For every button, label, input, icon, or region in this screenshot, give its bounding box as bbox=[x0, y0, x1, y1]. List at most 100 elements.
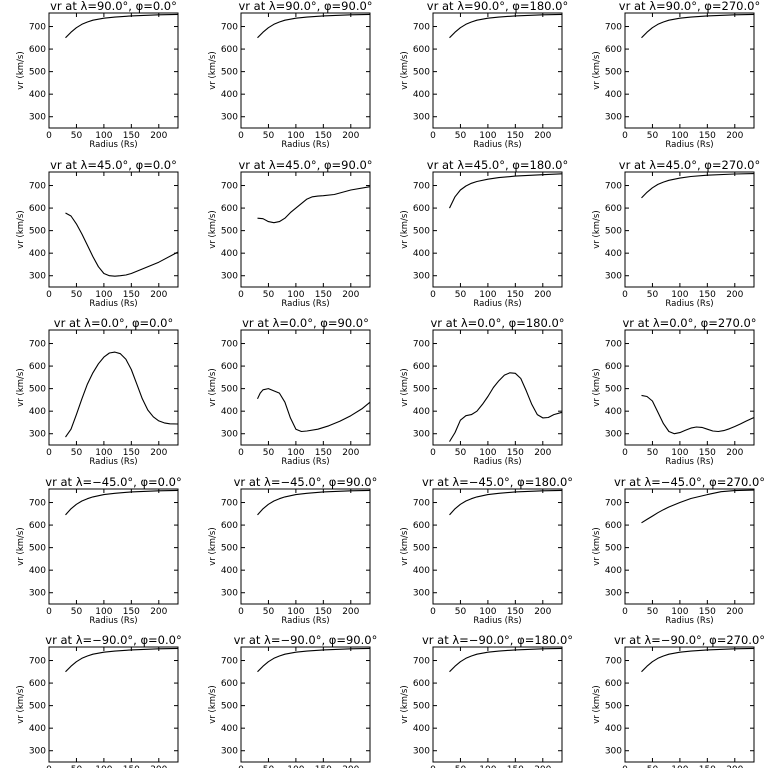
y-tick-label: 300 bbox=[413, 747, 430, 757]
x-tick-label: 100 bbox=[287, 448, 304, 458]
x-axis-label: Radius (Rs) bbox=[665, 140, 713, 150]
y-tick-label: 700 bbox=[605, 657, 622, 667]
panel-title: vr at λ=0.0°, φ=0.0° bbox=[54, 316, 173, 330]
y-tick-label: 300 bbox=[29, 747, 46, 757]
y-tick-label: 500 bbox=[29, 68, 46, 78]
plot-frame bbox=[48, 171, 179, 288]
x-tick-label: 50 bbox=[263, 607, 275, 617]
x-tick-label: 50 bbox=[71, 448, 83, 458]
y-tick-label: 300 bbox=[29, 113, 46, 123]
y-tick-label: 700 bbox=[29, 657, 46, 667]
panel-title: vr at λ=45.0°, φ=90.0° bbox=[238, 158, 372, 172]
x-tick-label: 150 bbox=[507, 448, 524, 458]
x-tick-label: 200 bbox=[342, 765, 359, 768]
y-tick-label: 300 bbox=[605, 113, 622, 123]
panel-18: vr at λ=−90.0°, φ=90.0° 0 50 100 150 200 300 40… bbox=[208, 633, 377, 768]
x-tick-label: 200 bbox=[150, 448, 167, 458]
x-axis-label: Radius (Rs) bbox=[89, 140, 137, 150]
x-tick-label: 100 bbox=[95, 765, 112, 768]
y-tick-label: 300 bbox=[605, 430, 622, 440]
x-tick-label: 50 bbox=[647, 765, 659, 768]
panel-14: vr at λ=−45.0°, φ=90.0° 0 50 100 150 200 300 40… bbox=[208, 475, 377, 626]
y-tick-label: 300 bbox=[221, 747, 238, 757]
y-tick-label: 500 bbox=[29, 544, 46, 554]
x-tick-label: 100 bbox=[95, 131, 112, 141]
y-tick-label: 400 bbox=[221, 407, 238, 417]
x-tick-label: 50 bbox=[71, 131, 83, 141]
panel-3: vr at λ=90.0°, φ=180.0° 0 50 100 150 200 300 40… bbox=[400, 0, 568, 150]
y-tick-label: 600 bbox=[221, 204, 238, 214]
y-tick-label: 700 bbox=[605, 499, 622, 509]
y-tick-label: 400 bbox=[605, 90, 622, 100]
x-tick-label: 100 bbox=[479, 448, 496, 458]
panel-title: vr at λ=90.0°, φ=90.0° bbox=[238, 0, 372, 13]
x-tick-label: 100 bbox=[479, 290, 496, 300]
x-tick-label: 100 bbox=[287, 290, 304, 300]
y-tick-label: 300 bbox=[221, 272, 238, 282]
y-tick-label: 500 bbox=[605, 385, 622, 395]
panel-title: vr at λ=90.0°, φ=180.0° bbox=[427, 0, 568, 13]
y-tick-label: 700 bbox=[413, 657, 430, 667]
y-tick-label: 400 bbox=[413, 249, 430, 259]
x-axis-label: Radius (Rs) bbox=[665, 457, 713, 467]
y-tick-label: 600 bbox=[413, 45, 430, 55]
x-axis-label: Radius (Rs) bbox=[665, 616, 713, 626]
x-tick-label: 50 bbox=[455, 765, 467, 768]
y-tick-label: 600 bbox=[605, 521, 622, 531]
x-tick-label: 50 bbox=[71, 290, 83, 300]
y-tick-label: 700 bbox=[29, 182, 46, 192]
x-tick-label: 50 bbox=[647, 290, 659, 300]
x-tick-label: 0 bbox=[46, 290, 52, 300]
x-tick-label: 150 bbox=[699, 607, 716, 617]
x-tick-label: 200 bbox=[534, 448, 551, 458]
panel-title: vr at λ=−90.0°, φ=90.0° bbox=[234, 633, 378, 647]
plot-frame bbox=[48, 646, 179, 763]
x-tick-label: 200 bbox=[726, 131, 743, 141]
y-tick-label: 700 bbox=[221, 23, 238, 33]
y-tick-label: 700 bbox=[221, 340, 238, 350]
x-tick-label: 100 bbox=[95, 448, 112, 458]
y-tick-label: 600 bbox=[413, 204, 430, 214]
y-tick-label: 500 bbox=[221, 68, 238, 78]
plot-frame bbox=[624, 646, 755, 763]
panel-20: vr at λ=−90.0°, φ=270.0° 0 50 100 150 200 300 4… bbox=[592, 633, 765, 768]
y-axis-label: vr (km/s) bbox=[208, 210, 218, 248]
series-line bbox=[641, 13, 755, 39]
x-tick-label: 200 bbox=[150, 290, 167, 300]
series-line bbox=[65, 212, 179, 277]
y-axis-label: vr (km/s) bbox=[592, 51, 602, 89]
y-tick-label: 300 bbox=[29, 589, 46, 599]
panel-title: vr at λ=−45.0°, φ=180.0° bbox=[422, 475, 573, 489]
x-tick-label: 150 bbox=[123, 290, 140, 300]
x-tick-label: 0 bbox=[238, 765, 244, 768]
y-tick-label: 700 bbox=[29, 23, 46, 33]
y-axis-label: vr (km/s) bbox=[16, 210, 26, 248]
x-tick-label: 50 bbox=[647, 607, 659, 617]
panel-title: vr at λ=45.0°, φ=180.0° bbox=[427, 158, 568, 172]
y-tick-label: 700 bbox=[413, 340, 430, 350]
x-tick-label: 100 bbox=[671, 448, 688, 458]
y-tick-label: 700 bbox=[221, 499, 238, 509]
x-axis-label: Radius (Rs) bbox=[89, 299, 137, 309]
y-axis-label: vr (km/s) bbox=[400, 527, 410, 565]
x-tick-label: 150 bbox=[315, 607, 332, 617]
y-tick-label: 500 bbox=[221, 385, 238, 395]
plot-frame bbox=[432, 12, 563, 129]
y-axis-label: vr (km/s) bbox=[400, 51, 410, 89]
series-line bbox=[449, 489, 563, 516]
series-line bbox=[641, 394, 755, 435]
plot-frame bbox=[624, 171, 755, 288]
panel-title: vr at λ=90.0°, φ=270.0° bbox=[619, 0, 760, 13]
y-axis-label: vr (km/s) bbox=[208, 51, 218, 89]
y-tick-label: 400 bbox=[29, 724, 46, 734]
y-tick-label: 600 bbox=[221, 45, 238, 55]
y-tick-label: 700 bbox=[605, 23, 622, 33]
x-tick-label: 50 bbox=[455, 131, 467, 141]
x-tick-label: 200 bbox=[726, 290, 743, 300]
x-tick-label: 50 bbox=[455, 448, 467, 458]
x-tick-label: 150 bbox=[123, 765, 140, 768]
x-tick-label: 150 bbox=[699, 131, 716, 141]
x-tick-label: 150 bbox=[123, 131, 140, 141]
y-tick-label: 500 bbox=[605, 68, 622, 78]
y-axis-label: vr (km/s) bbox=[16, 685, 26, 723]
